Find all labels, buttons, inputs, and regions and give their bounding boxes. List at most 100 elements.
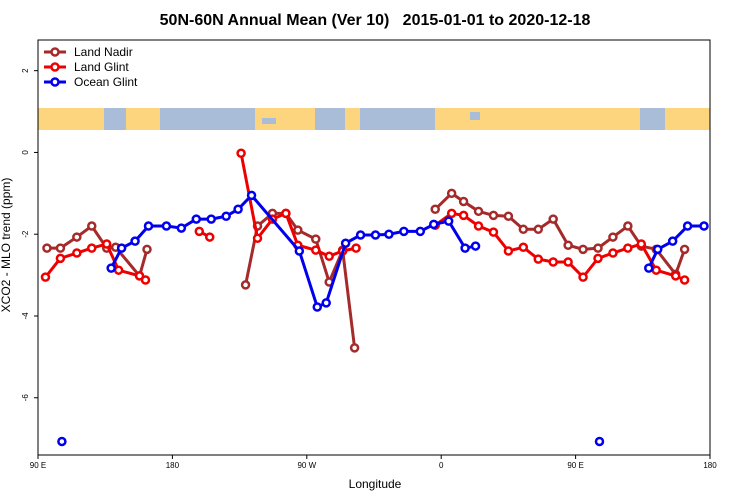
point bbox=[682, 221, 693, 231]
point bbox=[533, 224, 544, 235]
x-tick-label: 90 E bbox=[30, 461, 46, 470]
legend-label: Land Nadir bbox=[74, 45, 133, 59]
point bbox=[191, 214, 202, 224]
point bbox=[116, 243, 127, 253]
point bbox=[370, 230, 381, 240]
point bbox=[518, 224, 529, 235]
point bbox=[446, 208, 457, 219]
point bbox=[623, 221, 633, 231]
point bbox=[221, 211, 231, 221]
point bbox=[57, 436, 67, 447]
point bbox=[42, 243, 52, 253]
point bbox=[134, 271, 145, 281]
x-tick-label: 180 bbox=[703, 461, 717, 470]
point bbox=[608, 248, 618, 258]
point bbox=[72, 248, 82, 258]
point bbox=[473, 221, 484, 231]
point bbox=[699, 221, 709, 231]
point bbox=[140, 275, 151, 285]
point bbox=[636, 239, 647, 249]
x-axis-label: Longitude bbox=[349, 477, 402, 491]
point bbox=[281, 208, 291, 219]
point bbox=[430, 204, 440, 215]
point bbox=[623, 243, 633, 253]
point bbox=[204, 232, 215, 242]
chart-title: 50N-60N Annual Mean (Ver 10) 2015-01-01 … bbox=[160, 12, 591, 29]
point bbox=[233, 204, 243, 215]
point bbox=[130, 236, 140, 246]
point bbox=[518, 242, 529, 253]
point bbox=[143, 221, 154, 231]
point bbox=[384, 229, 394, 239]
point bbox=[533, 254, 544, 264]
point bbox=[593, 243, 603, 253]
point bbox=[106, 263, 116, 273]
y-tick-label: 0 bbox=[21, 150, 30, 155]
point bbox=[206, 214, 216, 224]
point bbox=[176, 223, 187, 233]
point bbox=[113, 265, 124, 275]
point bbox=[252, 233, 263, 244]
point bbox=[349, 343, 360, 353]
point bbox=[355, 230, 366, 240]
point bbox=[324, 251, 334, 262]
point bbox=[351, 243, 361, 253]
point bbox=[679, 275, 690, 285]
point bbox=[246, 190, 257, 201]
point bbox=[311, 245, 321, 255]
point bbox=[670, 271, 681, 281]
point bbox=[142, 244, 152, 255]
point bbox=[503, 246, 514, 256]
point bbox=[399, 226, 409, 237]
point bbox=[443, 216, 454, 226]
point bbox=[563, 257, 573, 267]
point bbox=[548, 257, 558, 267]
point bbox=[294, 246, 305, 256]
point bbox=[87, 243, 97, 253]
legend-marker bbox=[50, 47, 60, 57]
point bbox=[460, 243, 470, 253]
point bbox=[473, 206, 484, 217]
point bbox=[458, 196, 469, 207]
map-band bbox=[38, 108, 710, 130]
point bbox=[194, 226, 205, 237]
legend-label: Ocean Glint bbox=[74, 75, 138, 89]
point bbox=[240, 280, 251, 290]
point bbox=[446, 188, 457, 199]
point bbox=[428, 219, 439, 230]
legend-marker bbox=[50, 62, 60, 72]
point bbox=[55, 243, 66, 253]
point bbox=[458, 210, 469, 221]
legend-label: Land Glint bbox=[74, 60, 129, 74]
point bbox=[488, 227, 499, 237]
point bbox=[470, 241, 481, 251]
point bbox=[651, 265, 661, 275]
point bbox=[503, 211, 514, 221]
point bbox=[644, 263, 654, 273]
point bbox=[548, 214, 558, 224]
point bbox=[87, 221, 97, 231]
point bbox=[593, 253, 603, 264]
point bbox=[312, 302, 323, 312]
legend-marker bbox=[50, 77, 60, 87]
y-tick-label: -4 bbox=[21, 312, 30, 320]
x-tick-label: 180 bbox=[166, 461, 180, 470]
point bbox=[72, 232, 82, 242]
point bbox=[578, 244, 588, 255]
point bbox=[488, 210, 499, 221]
y-tick-label: -6 bbox=[21, 394, 30, 402]
x-tick-label: 90 E bbox=[567, 461, 583, 470]
point bbox=[40, 272, 51, 282]
point bbox=[415, 226, 426, 237]
point bbox=[236, 148, 246, 159]
point bbox=[161, 221, 172, 231]
y-tick-label: -2 bbox=[21, 230, 30, 238]
x-tick-label: 0 bbox=[439, 461, 444, 470]
point bbox=[293, 225, 303, 235]
point bbox=[563, 240, 573, 251]
x-tick-label: 90 W bbox=[297, 461, 316, 470]
point bbox=[679, 244, 690, 255]
